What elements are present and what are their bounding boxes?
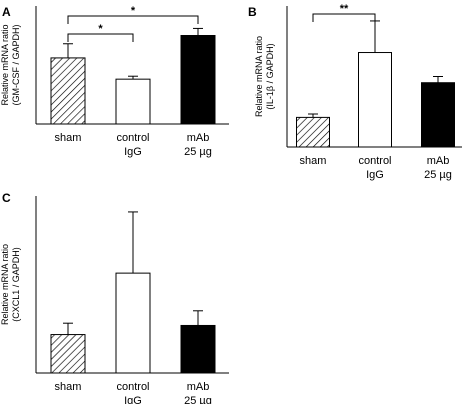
y-axis-label: Relative mRNA ratio(CXCL1 / GAPDH) [0, 244, 21, 325]
category-label: sham [300, 155, 327, 167]
y-axis-label: Relative mRNA ratio(GM-CSF / GAPDH) [0, 24, 21, 105]
bar-sham [296, 116, 330, 148]
category-label: IgG [124, 146, 142, 158]
category-label: control [116, 132, 149, 144]
category-label: mAb [427, 155, 450, 167]
category-label: IgG [124, 395, 142, 404]
bar-control [358, 52, 392, 148]
category-label: sham [55, 381, 82, 393]
y-axis-label-line: Relative mRNA ratio [0, 244, 10, 325]
significance-label: * [131, 5, 136, 17]
bar-control [115, 78, 151, 125]
panel-c: C Relative mRNA ratio(CXCL1 / GAPDH) sham c… [0, 191, 229, 404]
bar-mab [421, 82, 455, 148]
y-axis-label-line: (CXCL1 / GAPDH) [11, 247, 21, 322]
significance-label: * [98, 23, 103, 35]
category-label: 25 µg [184, 146, 212, 158]
category-label: 25 µg [184, 395, 212, 404]
panel-letter: B [248, 5, 257, 19]
bar-sham [50, 57, 86, 125]
significance-bracket [67, 33, 134, 42]
y-axis-label-line: Relative mRNA ratio [254, 36, 264, 117]
significance-bracket [312, 13, 376, 22]
category-label: sham [55, 132, 82, 144]
bar-mab [180, 35, 216, 125]
category-label: mAb [187, 132, 210, 144]
bar-mab [180, 324, 216, 374]
category-label: 25 µg [424, 169, 452, 181]
panel-letter: C [2, 191, 11, 205]
category-label: IgG [366, 169, 384, 181]
panel-a: A Relative mRNA ratio(GM-CSF / GAPDH) sham… [0, 5, 229, 158]
category-label: control [116, 381, 149, 393]
y-axis-label-line: (IL-1β / GAPDH) [265, 43, 275, 109]
significance-bracket [67, 15, 199, 24]
significance-label: ** [340, 3, 349, 15]
y-axis-label-line: (GM-CSF / GAPDH) [11, 25, 21, 106]
bar-control [115, 272, 151, 374]
panel-letter: A [2, 5, 11, 19]
y-axis-label-line: Relative mRNA ratio [0, 24, 10, 105]
y-axis-label: Relative mRNA ratio(IL-1β / GAPDH) [254, 36, 275, 117]
category-label: mAb [187, 381, 210, 393]
bar-sham [50, 334, 86, 374]
panel-b: B Relative mRNA ratio(IL-1β / GAPDH) sham c… [248, 3, 462, 181]
category-label: control [358, 155, 391, 167]
